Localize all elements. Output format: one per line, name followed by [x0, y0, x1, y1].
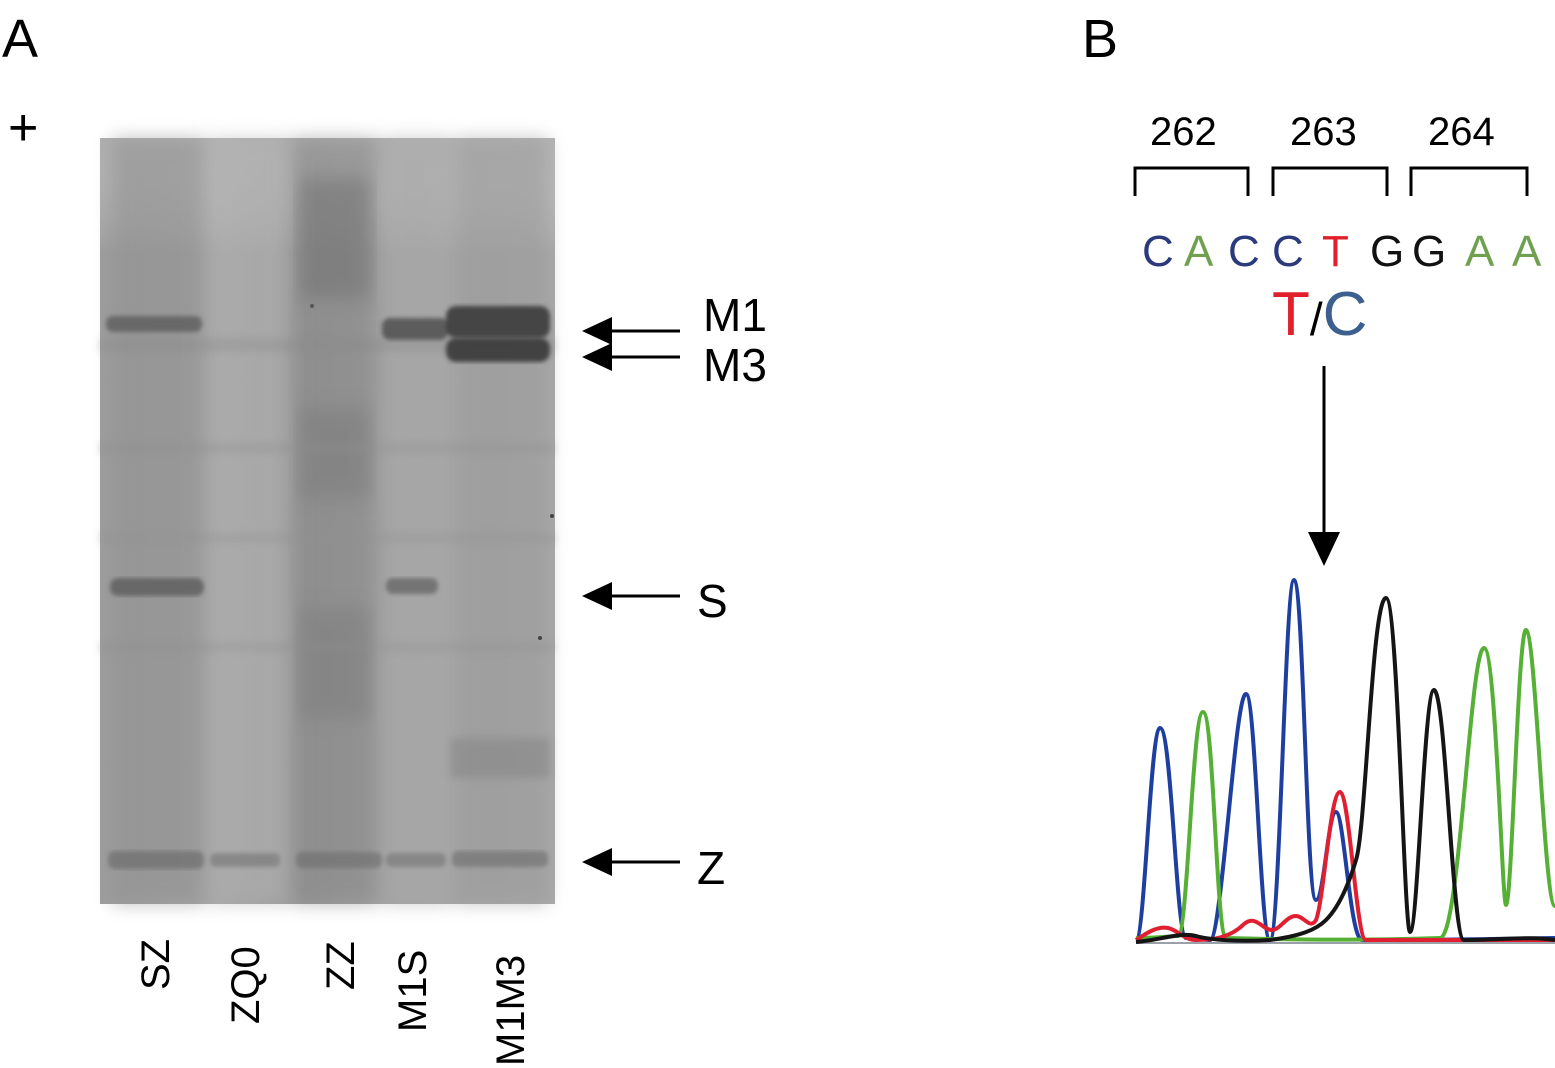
polarity-plus-sign: +	[8, 99, 39, 157]
lane-label-m1s: M1S	[391, 949, 435, 1032]
base-1: C	[1142, 227, 1174, 276]
gel-image	[100, 138, 555, 904]
mutation-arrow-head	[1308, 532, 1340, 566]
arrow-z	[582, 848, 680, 876]
base-6: G	[1370, 227, 1405, 276]
panel-b-letter: B	[1082, 9, 1119, 69]
bracket-264	[1409, 166, 1529, 196]
lane-label-m1m3: M1M3	[489, 954, 533, 1066]
mutation-alt: C	[1322, 280, 1368, 349]
mutation-sep: /	[1309, 293, 1323, 345]
band-label-s: S	[697, 575, 728, 627]
band-label-m3: M3	[703, 339, 767, 391]
codon-label-264: 264	[1428, 110, 1495, 154]
codon-label-262: 262	[1150, 110, 1217, 154]
arrow-m1	[582, 317, 680, 345]
band-label-z: Z	[697, 842, 726, 894]
gel-svg	[100, 138, 555, 904]
base-2: A	[1184, 227, 1214, 276]
band-label-m1: M1	[703, 289, 767, 341]
mutation-label: T/C	[1272, 284, 1367, 346]
base-7: G	[1412, 227, 1447, 276]
base-9: A	[1512, 227, 1542, 276]
bracket-262	[1133, 166, 1250, 196]
trace-t	[1134, 790, 1555, 943]
arrow-s	[582, 582, 680, 610]
bracket-263	[1271, 166, 1389, 196]
mutation-ref: T	[1272, 280, 1310, 349]
base-4: C	[1272, 227, 1304, 276]
base-8: A	[1465, 227, 1495, 276]
base-3: C	[1228, 227, 1260, 276]
lane-label-zz: ZZ	[319, 941, 363, 990]
codon-label-263: 263	[1290, 110, 1357, 154]
arrow-m3	[582, 343, 680, 371]
base-5: T	[1322, 227, 1349, 276]
trace-g	[1135, 596, 1555, 944]
lane-label-sz: SZ	[134, 938, 178, 990]
panel-a-letter: A	[2, 9, 39, 69]
trace-a	[1135, 627, 1555, 942]
lane-label-zq0: ZQ0	[224, 946, 268, 1024]
trace-c	[1134, 578, 1555, 942]
